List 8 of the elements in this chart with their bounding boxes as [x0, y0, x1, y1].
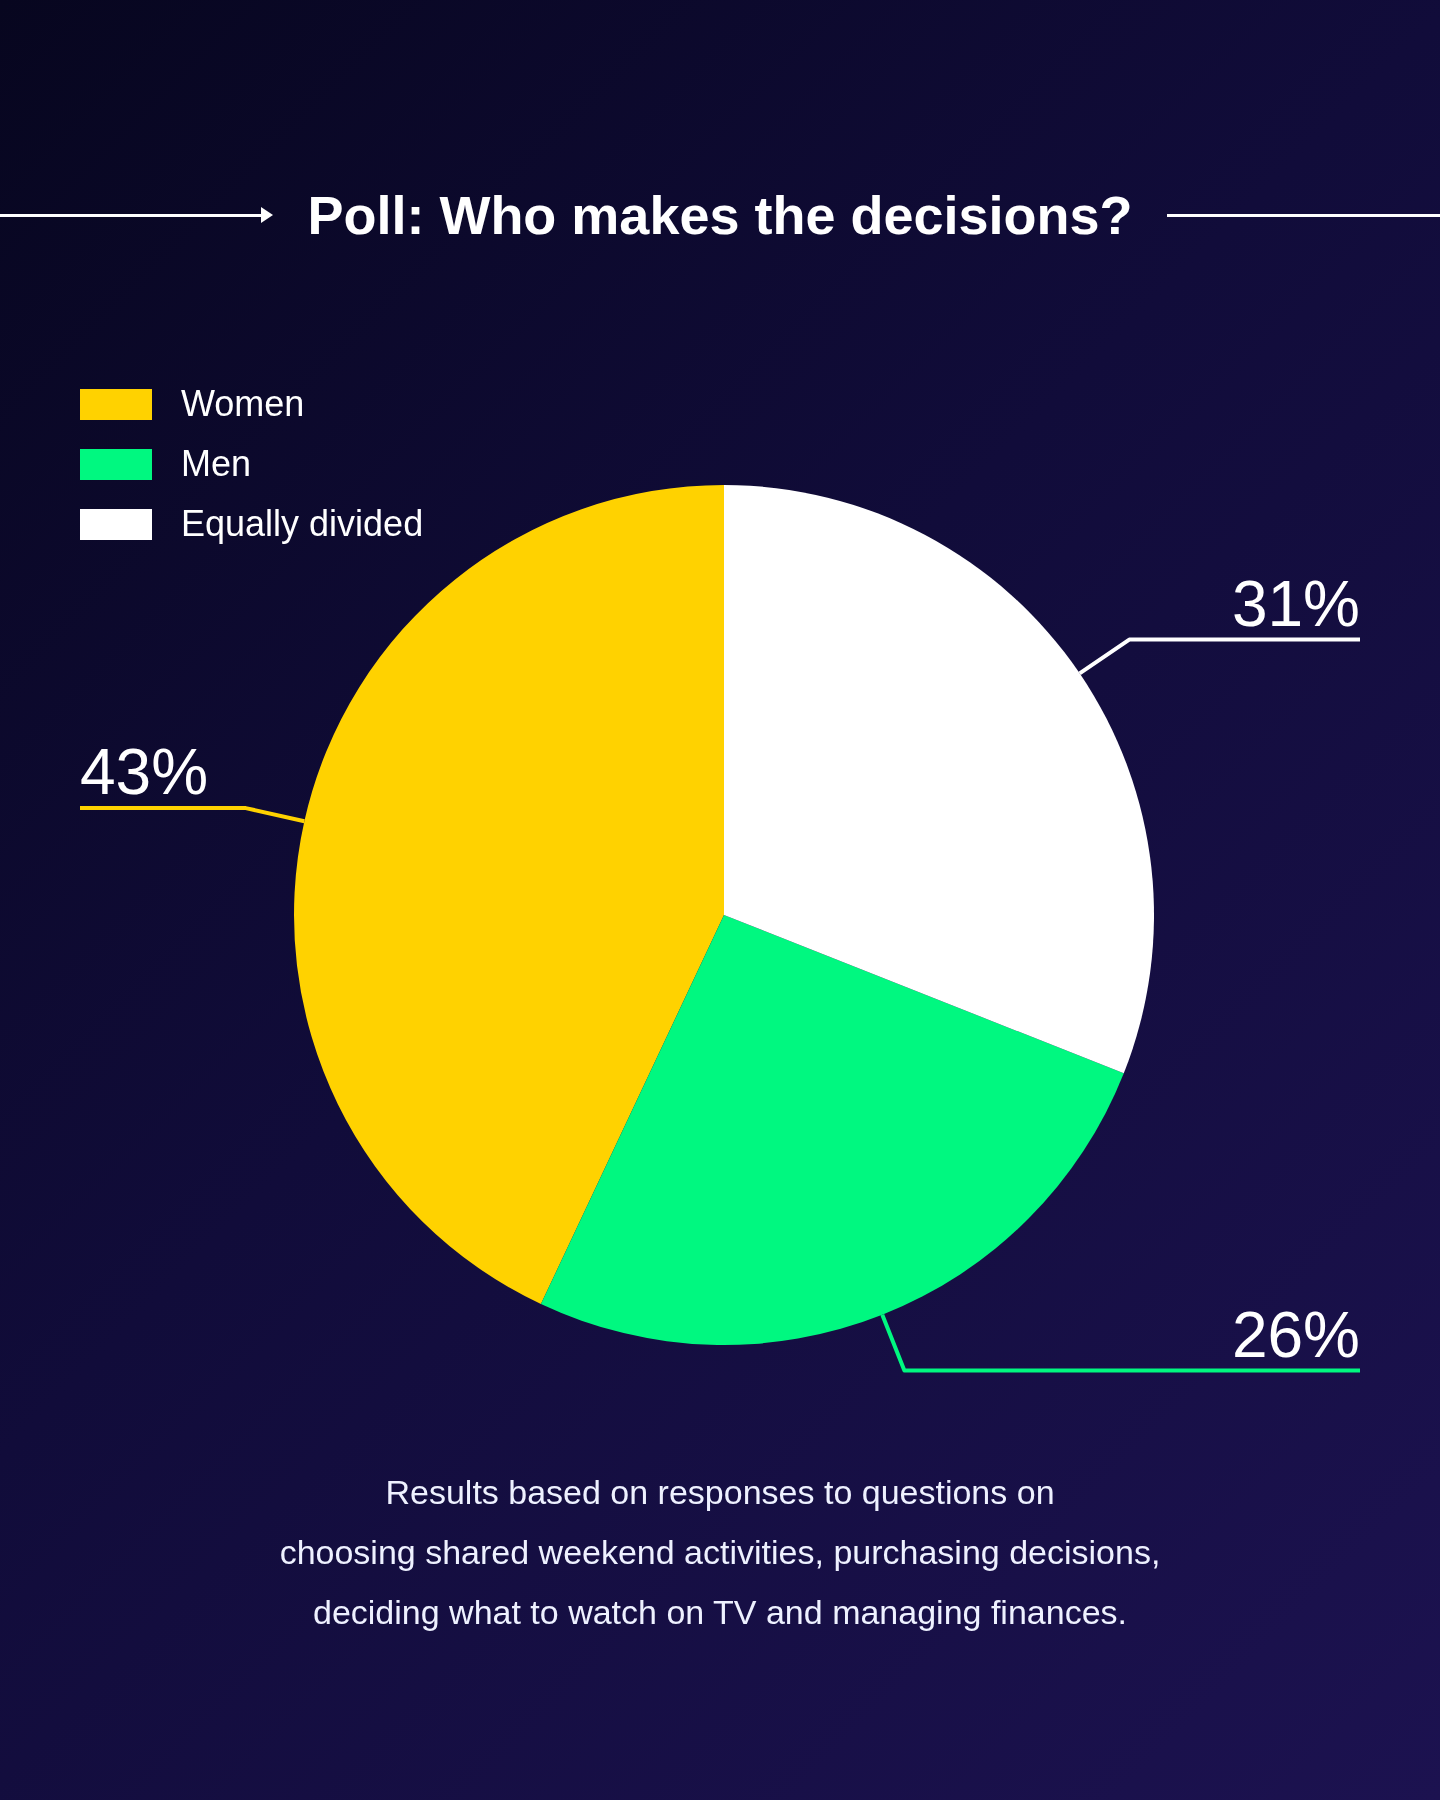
- legend-label: Men: [181, 443, 252, 485]
- legend-label: Women: [181, 383, 305, 425]
- data-label: 43%: [80, 736, 209, 809]
- data-label: 31%: [1231, 567, 1360, 640]
- text: Results based on responses to questions on choosing shared weekend activities, purchasing decisions, deciding what to watch on TV and managing finances.: [279, 1473, 1161, 1631]
- chart-title: Poll: Who makes the decisions?: [307, 184, 1133, 247]
- data-label: 26%: [1231, 1298, 1360, 1371]
- legend-label: Equally divided: [181, 503, 424, 545]
